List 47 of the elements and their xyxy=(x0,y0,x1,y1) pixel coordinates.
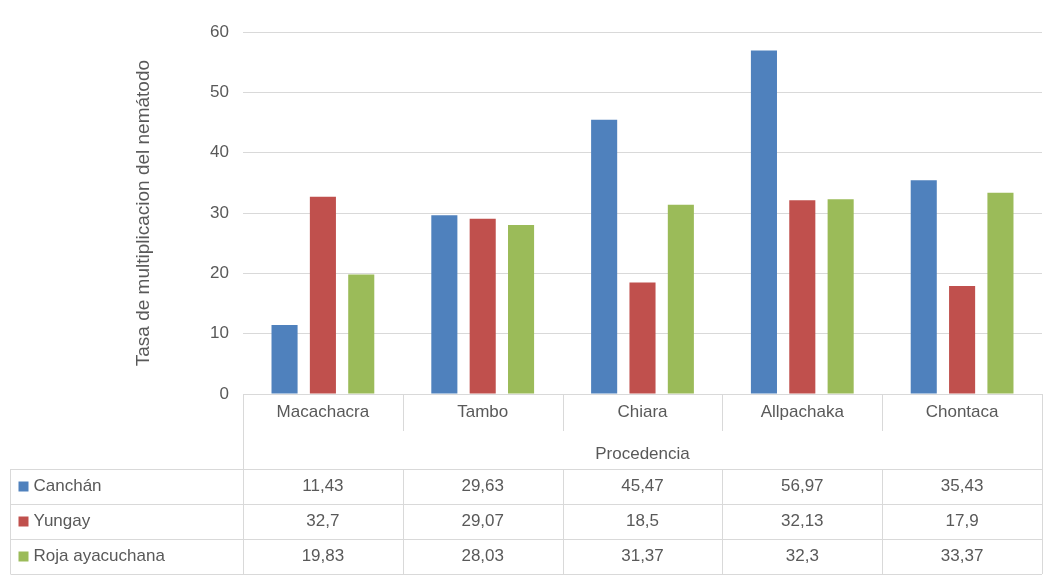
bar xyxy=(789,200,816,394)
y-tick-label: 10 xyxy=(210,323,229,343)
data-label: 29,63 xyxy=(461,476,504,496)
x-tick-label: Allpachaka xyxy=(760,401,845,421)
bar xyxy=(910,180,937,394)
bar xyxy=(271,325,298,394)
bar xyxy=(469,218,496,394)
bar xyxy=(827,199,854,394)
data-label: 56,97 xyxy=(781,476,824,496)
data-label: 32,13 xyxy=(781,511,824,531)
y-axis-title: Tasa de multiplicacion del nemátodo xyxy=(131,59,153,367)
bar xyxy=(667,204,694,394)
bar xyxy=(949,286,976,394)
data-label: 17,9 xyxy=(945,511,979,531)
x-tick-label: Tambo xyxy=(457,401,509,421)
bar xyxy=(591,119,618,394)
bar xyxy=(629,282,656,394)
data-label: 19,83 xyxy=(301,546,345,566)
x-tick-label: Macachacra xyxy=(276,401,370,421)
x-axis-title: Procedencia xyxy=(595,444,691,464)
data-label: 32,7 xyxy=(306,511,340,531)
y-tick-label: 20 xyxy=(210,263,229,283)
y-tick-label: 0 xyxy=(219,383,229,403)
data-label: 28,03 xyxy=(461,546,504,566)
data-label: 32,3 xyxy=(785,546,819,566)
bar xyxy=(309,196,336,394)
data-label: 33,37 xyxy=(940,546,984,566)
legend-label: Canchán xyxy=(33,476,102,496)
bar xyxy=(508,224,535,394)
legend-label: Roja ayacuchana xyxy=(33,546,166,566)
data-label: 18,5 xyxy=(625,511,660,531)
y-tick-label: 30 xyxy=(210,202,229,222)
y-tick-label: 50 xyxy=(210,82,229,102)
y-tick-label: 40 xyxy=(210,142,229,162)
data-label: 29,07 xyxy=(461,511,504,531)
legend-label: Yungay xyxy=(33,511,91,531)
data-label: 31,37 xyxy=(621,546,664,566)
y-tick-label: 60 xyxy=(210,21,229,41)
x-tick-label: Chontaca xyxy=(925,401,1000,421)
bar xyxy=(431,215,458,394)
bar xyxy=(348,274,375,394)
x-tick-label: Chiara xyxy=(617,401,669,421)
data-label: 35,43 xyxy=(940,476,984,496)
bar xyxy=(750,50,777,394)
bar xyxy=(987,192,1014,394)
data-label: 45,47 xyxy=(621,476,664,496)
data-label: 11,43 xyxy=(302,476,344,496)
